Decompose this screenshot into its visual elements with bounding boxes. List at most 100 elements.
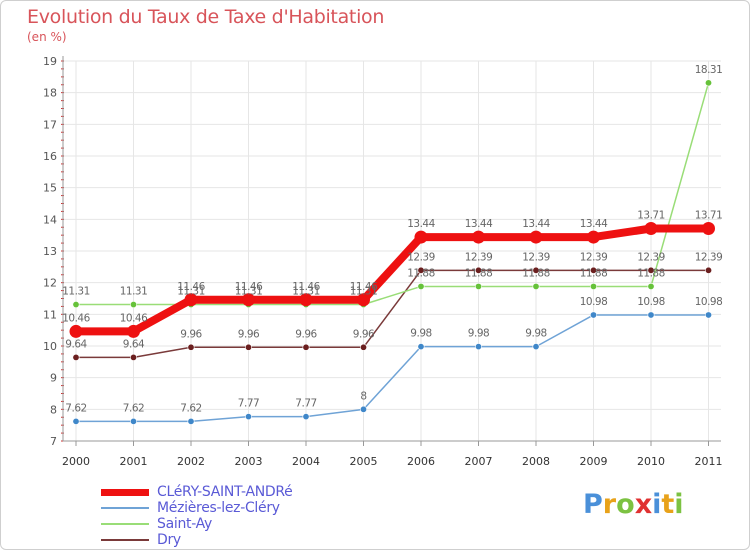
x-tick-label: 2007: [465, 455, 493, 468]
x-tick-label: 2009: [580, 455, 608, 468]
data-point: [474, 343, 482, 351]
logo-letter: r: [602, 489, 617, 520]
data-point: [474, 266, 482, 274]
data-point: [647, 266, 655, 274]
series-lines: [69, 79, 715, 425]
data-label: 10.46: [62, 312, 90, 324]
data-label: 13.71: [637, 210, 665, 222]
y-tick-label: 18: [43, 87, 57, 100]
legend: CLéRY-SAINT-ANDRé Mézières-lez-Cléry Sai…: [101, 484, 293, 548]
x-tick-label: 2006: [407, 455, 435, 468]
legend-label: Mézières-lez-Cléry: [157, 500, 280, 516]
x-tick-label: 2002: [177, 455, 205, 468]
data-label: 10.46: [120, 312, 148, 324]
axes: 7 8 9 10 11 12 13 14 15 16 17 18 19 2000 2001 2002 2003 2…: [43, 55, 723, 468]
y-tick-label: 7: [50, 435, 57, 448]
data-label: 12.39: [695, 251, 723, 263]
data-label: 9.96: [353, 328, 375, 340]
data-point: [359, 343, 367, 351]
legend-item: Saint-Ay: [101, 516, 293, 532]
data-label: 11.46: [177, 281, 205, 293]
data-point: [704, 311, 712, 319]
data-label: 9.98: [410, 328, 431, 340]
logo-letter: x: [634, 489, 653, 520]
data-point: [644, 222, 658, 236]
legend-swatch: [101, 488, 149, 496]
x-tick-label: 2008: [522, 455, 550, 468]
data-point: [242, 293, 255, 307]
data-point: [702, 222, 715, 236]
data-point: [130, 417, 138, 425]
data-label: 11.31: [350, 286, 378, 298]
data-label: 10.98: [580, 296, 608, 308]
data-point: [72, 417, 80, 425]
data-label: 9.64: [65, 338, 87, 350]
x-tick-label: 2011: [695, 455, 723, 468]
logo-letter: t: [661, 489, 675, 520]
logo-letter: P: [583, 489, 603, 520]
data-point: [417, 266, 425, 274]
data-point: [472, 230, 485, 244]
legend-label: Saint-Ay: [157, 516, 212, 532]
data-point: [587, 230, 600, 244]
data-label: 7.62: [65, 402, 86, 414]
proxiti-logo: Proxiti: [583, 489, 684, 520]
data-point: [647, 282, 655, 290]
data-label: 13.71: [695, 210, 723, 222]
data-point: [302, 343, 310, 351]
data-label: 13.44: [407, 218, 435, 230]
data-point: [417, 282, 425, 290]
data-point: [245, 413, 253, 421]
chart-subtitle: (en %): [27, 30, 67, 44]
data-label: 11.46: [292, 281, 320, 293]
grid-lines: [63, 60, 721, 442]
legend-label: CLéRY-SAINT-ANDRé: [157, 484, 293, 500]
data-label: 11.31: [120, 286, 148, 298]
data-label: 11.88: [522, 267, 550, 279]
data-point: [532, 282, 540, 290]
data-point: [357, 293, 370, 307]
data-label: 11.46: [350, 281, 378, 293]
y-tick-label: 10: [43, 340, 57, 353]
y-tick-label: 11: [43, 308, 57, 321]
legend-item: Dry: [101, 532, 293, 548]
logo-letter: i: [652, 489, 662, 520]
data-label: 8: [360, 390, 366, 402]
data-label: 7.62: [123, 402, 144, 414]
y-tick-label: 15: [43, 182, 57, 195]
y-tick-label: 13: [43, 245, 57, 258]
data-point: [187, 417, 195, 425]
logo-letter: o: [616, 489, 635, 520]
data-label: 18.31: [695, 64, 723, 76]
data-label: 12.39: [580, 251, 608, 263]
data-point: [69, 324, 83, 338]
data-point: [417, 343, 425, 351]
y-tick-label: 17: [43, 118, 57, 131]
y-tick-label: 12: [43, 277, 57, 290]
logo-letter: i: [674, 489, 684, 520]
data-label: 9.96: [295, 328, 317, 340]
data-point: [532, 343, 540, 351]
data-label: 10.98: [695, 296, 723, 308]
series-line: [76, 314, 709, 423]
data-label: 7.77: [238, 398, 259, 410]
x-tick-label: 2004: [292, 455, 320, 468]
data-point: [72, 301, 80, 309]
data-label: 11.88: [580, 267, 608, 279]
chart-title: Evolution du Taux de Taxe d'Habitation: [27, 6, 385, 28]
data-label: 11.31: [235, 286, 263, 298]
y-tick-label: 19: [43, 55, 57, 68]
data-label: 7.77: [295, 398, 316, 410]
data-point: [589, 282, 597, 290]
x-tick-label: 2001: [120, 455, 148, 468]
legend-swatch: [101, 523, 149, 525]
data-label: 11.31: [62, 286, 90, 298]
series-line: [76, 224, 709, 336]
x-tick-label: 2005: [350, 455, 378, 468]
y-tick-label: 8: [50, 403, 57, 416]
data-label: 7.62: [180, 402, 201, 414]
data-point: [184, 293, 198, 307]
data-label: 12.39: [522, 251, 550, 263]
